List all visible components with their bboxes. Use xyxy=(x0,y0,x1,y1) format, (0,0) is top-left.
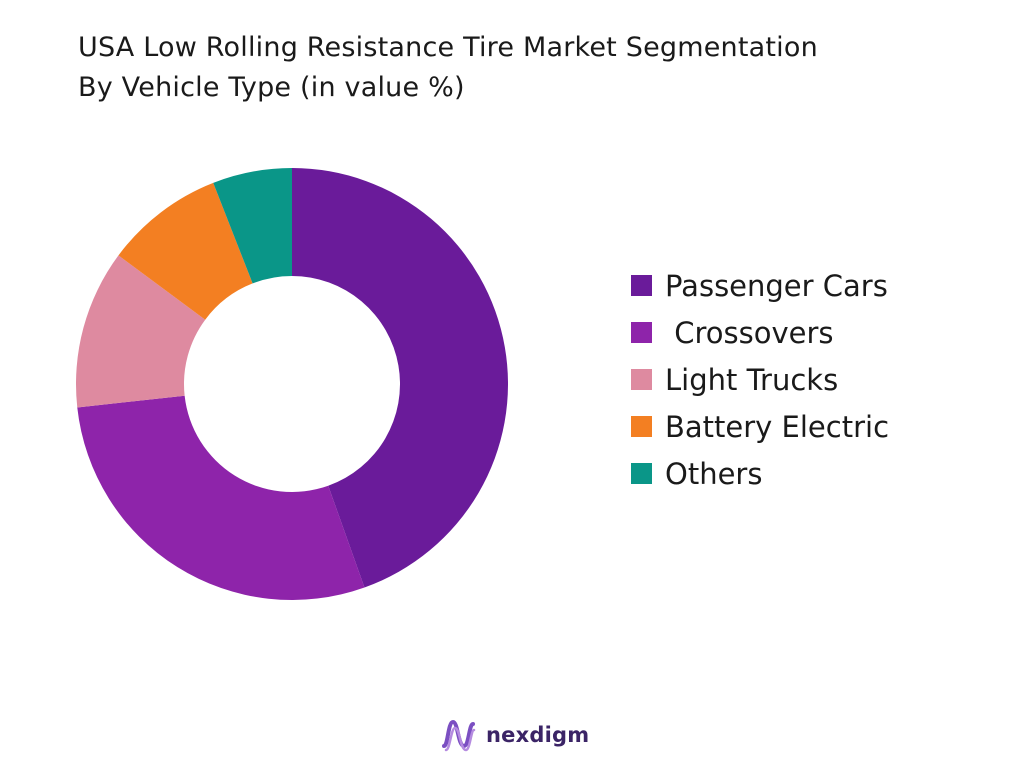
chart-subtitle: By Vehicle Type (in value %) xyxy=(78,72,465,103)
nexdigm-logo-icon xyxy=(442,719,476,752)
legend-label: Passenger Cars xyxy=(665,268,888,303)
legend-swatch xyxy=(631,322,652,343)
chart-legend: Passenger Cars Crossovers Light Trucks Bat… xyxy=(631,262,889,497)
donut-slice-others xyxy=(213,168,292,284)
chart-title-line: USA Low Rolling Resistance Tire Market S… xyxy=(78,32,818,63)
legend-item: Others xyxy=(631,450,889,497)
legend-item: Light Trucks xyxy=(631,356,889,403)
legend-label: Others xyxy=(665,456,763,491)
legend-item: Battery Electric xyxy=(631,403,889,450)
donut-chart xyxy=(76,168,509,601)
chart-title: USA Low Rolling Resistance Tire Market S… xyxy=(78,28,978,108)
legend-item: Crossovers xyxy=(631,309,889,356)
brand-name: nexdigm xyxy=(486,723,590,747)
donut-slice-crossovers xyxy=(77,395,365,601)
legend-swatch xyxy=(631,275,652,296)
legend-swatch xyxy=(631,463,652,484)
donut-slice-light-trucks xyxy=(76,255,206,408)
legend-item: Passenger Cars xyxy=(631,262,889,309)
legend-label: Crossovers xyxy=(665,315,834,350)
legend-label: Light Trucks xyxy=(665,362,839,397)
legend-swatch xyxy=(631,369,652,390)
legend-label: Battery Electric xyxy=(665,409,890,444)
donut-slice-passenger-cars xyxy=(292,168,509,588)
donut-slice-battery-electric xyxy=(118,182,253,320)
legend-swatch xyxy=(631,416,652,437)
brand-logo: nexdigm xyxy=(440,716,589,754)
